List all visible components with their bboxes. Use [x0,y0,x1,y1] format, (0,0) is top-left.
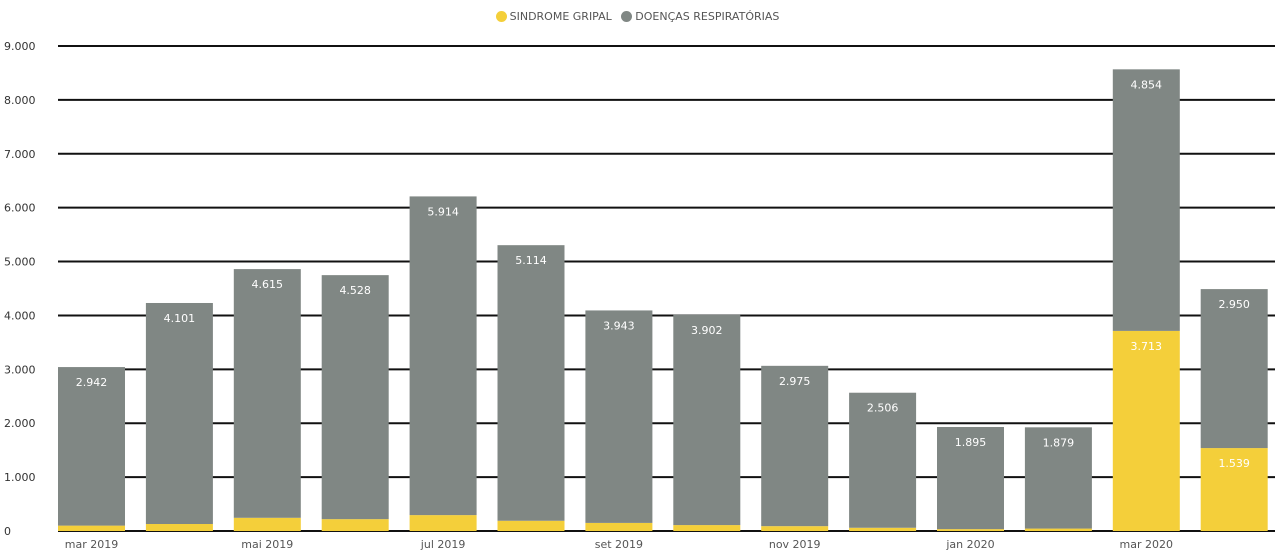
bar-sindrome-gripal[interactable] [937,529,1004,531]
data-label: 2.950 [1218,298,1250,311]
y-tick-label: 5.000 [4,256,36,269]
bar-doencas-respiratorias[interactable] [321,275,389,520]
bar-doencas-respiratorias[interactable] [937,426,1004,530]
bar-sindrome-gripal[interactable] [1200,448,1268,531]
bar-sindrome-gripal[interactable] [145,523,213,531]
y-tick-label: 9.000 [4,40,36,53]
legend-item-sindrome-gripal[interactable]: SINDROME GRIPAL [495,10,612,23]
legend-label-doencas-respiratorias: DOENÇAS RESPIRATÓRIAS [635,10,780,23]
legend: SINDROME GRIPAL DOENÇAS RESPIRATÓRIAS [0,10,1275,25]
bar-doencas-respiratorias[interactable] [673,314,741,526]
data-label: 4.528 [339,284,371,297]
bar-sindrome-gripal[interactable] [58,525,125,531]
bar-sindrome-gripal[interactable] [761,526,829,531]
y-tick-label: 1.000 [4,471,36,484]
bar-doencas-respiratorias[interactable] [409,196,477,516]
y-tick-label: 4.000 [4,309,36,322]
data-label: 4.854 [1131,78,1163,91]
data-label: 3.902 [691,324,723,337]
bar-doencas-respiratorias[interactable] [1112,69,1180,331]
bar-doencas-respiratorias[interactable] [233,269,301,518]
bar-sindrome-gripal[interactable] [321,519,389,531]
x-tick-label: mar 2019 [65,538,118,551]
y-tick-label: 0 [4,525,11,538]
data-label: 2.506 [867,402,899,415]
bar-doencas-respiratorias[interactable] [1200,289,1268,449]
data-label: 1.539 [1218,457,1250,470]
legend-swatch-doencas-respiratorias [621,11,633,22]
bar-sindrome-gripal[interactable] [1112,330,1180,531]
legend-item-doencas-respiratorias[interactable]: DOENÇAS RESPIRATÓRIAS [621,10,779,23]
bar-sindrome-gripal[interactable] [585,522,653,531]
data-label: 2.975 [779,375,811,388]
bar-sindrome-gripal[interactable] [849,527,917,531]
bar-doencas-respiratorias[interactable] [761,365,829,527]
bar-sindrome-gripal[interactable] [233,517,301,531]
x-tick-label: nov 2019 [769,538,821,551]
x-tick-label: set 2019 [595,538,643,551]
data-label: 5.914 [427,205,459,218]
bar-sindrome-gripal[interactable] [497,520,565,531]
data-label: 3.713 [1131,340,1163,353]
bar-doencas-respiratorias[interactable] [497,245,565,521]
data-label: 5.114 [515,254,547,267]
y-tick-label: 7.000 [4,148,36,161]
y-tick-label: 3.000 [4,363,36,376]
data-label: 4.101 [164,312,196,325]
x-tick-label: mar 2020 [1120,538,1173,551]
bar-doencas-respiratorias[interactable] [145,302,213,524]
bar-sindrome-gripal[interactable] [409,515,477,531]
bar-sindrome-gripal[interactable] [1024,528,1092,531]
bar-doencas-respiratorias[interactable] [58,367,125,526]
x-tick-label: jul 2019 [420,538,466,551]
x-tick-label: jan 2020 [945,538,994,551]
bar-doencas-respiratorias[interactable] [849,392,917,528]
y-tick-label: 6.000 [4,202,36,215]
legend-label-sindrome-gripal: SINDROME GRIPAL [509,10,612,23]
legend-swatch-sindrome-gripal [495,11,507,22]
data-label: 4.615 [252,278,284,291]
bar-doencas-respiratorias[interactable] [1024,427,1092,529]
bar-sindrome-gripal[interactable] [673,525,741,531]
y-tick-label: 2.000 [4,417,36,430]
y-tick-label: 8.000 [4,94,36,107]
data-label: 1.879 [1043,436,1075,449]
x-tick-label: mai 2019 [241,538,293,551]
data-label: 1.895 [955,436,987,449]
bar-doencas-respiratorias[interactable] [585,310,653,523]
data-label: 2.942 [76,376,108,389]
data-label: 3.943 [603,319,635,332]
